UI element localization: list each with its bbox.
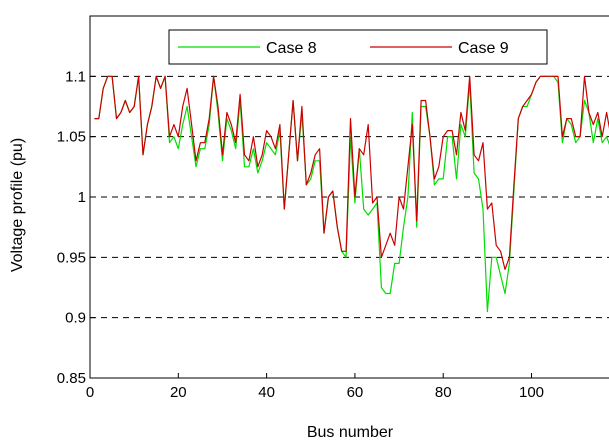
series-line-case-9 [94, 75, 609, 270]
legend: Case 8 Case 9 [168, 29, 548, 65]
series-line-case-8 [94, 75, 609, 313]
y-tick-label: 0.9 [65, 310, 86, 327]
x-tick-label: 20 [170, 384, 187, 401]
legend-label-case-8: Case 8 [266, 40, 317, 57]
x-tick-label: 60 [347, 384, 364, 401]
x-tick-label: 80 [435, 384, 452, 401]
x-tick-label: 40 [258, 384, 275, 401]
y-tick-label: 1 [78, 189, 86, 206]
y-axis-label: Voltage profile (pu) [9, 138, 26, 272]
x-tick-label: 0 [86, 384, 94, 401]
y-tick-label: 0.95 [57, 249, 86, 266]
series-lines [94, 75, 609, 313]
x-tick-label: 100 [519, 384, 544, 401]
legend-label-case-9: Case 9 [458, 40, 509, 57]
x-axis-label: Bus number [307, 424, 394, 441]
y-tick-label: 0.85 [57, 370, 86, 387]
axis-ticks: 0.85 0.9 0.95 1 1.05 1.1 0 20 40 60 80 100 [57, 68, 544, 401]
y-tick-label: 1.1 [65, 68, 86, 85]
y-tick-label: 1.05 [57, 129, 86, 146]
grid-lines [90, 75, 609, 379]
